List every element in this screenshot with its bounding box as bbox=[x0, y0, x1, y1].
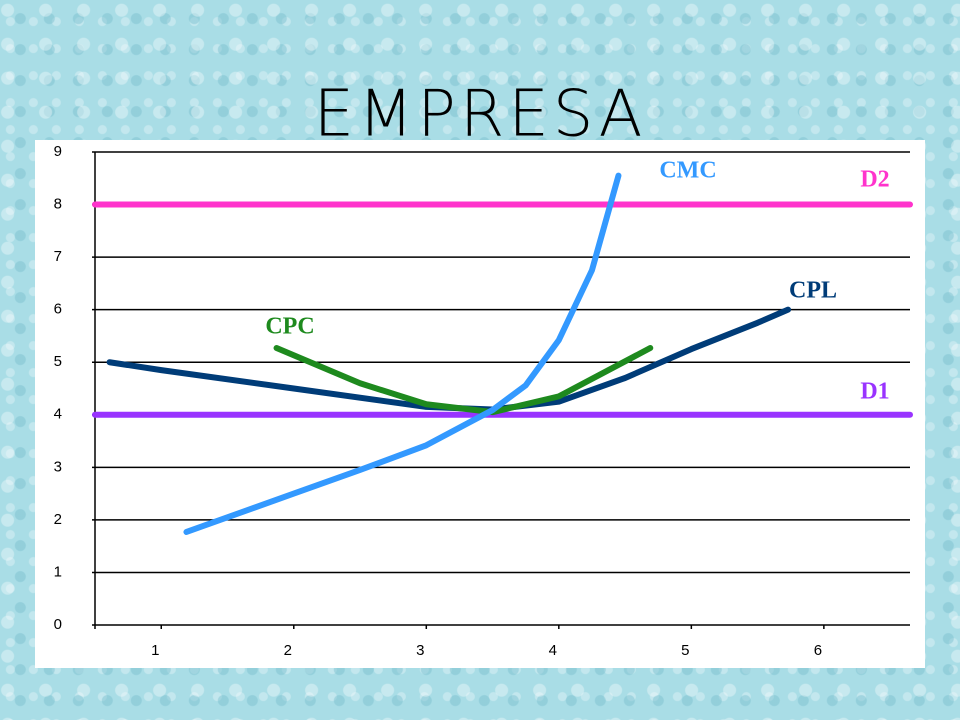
y-tick-label: 7 bbox=[54, 248, 62, 265]
y-tick-label: 6 bbox=[54, 301, 62, 318]
y-tick-label: 9 bbox=[54, 143, 62, 160]
chart-panel bbox=[35, 140, 925, 668]
chart-title: EMPRESA bbox=[314, 78, 647, 152]
y-tick-label: 2 bbox=[54, 511, 62, 528]
x-tick-label: 2 bbox=[284, 642, 292, 659]
series-label: D1 bbox=[860, 379, 889, 405]
line-series bbox=[273, 345, 654, 416]
y-tick-label: 1 bbox=[54, 563, 62, 580]
series-label: CPL bbox=[789, 278, 837, 304]
x-tick-label: 6 bbox=[814, 642, 822, 659]
y-tick-label: 3 bbox=[54, 458, 62, 475]
x-tick-label: 3 bbox=[416, 642, 424, 659]
series-label: CPC bbox=[265, 314, 314, 340]
series-label: D2 bbox=[860, 167, 889, 193]
x-tick-label: 5 bbox=[681, 642, 689, 659]
x-tick-label: 1 bbox=[151, 642, 159, 659]
y-tick-label: 4 bbox=[54, 406, 62, 423]
x-tick-label: 4 bbox=[549, 642, 557, 659]
y-tick-label: 5 bbox=[54, 353, 62, 370]
y-tick-label: 8 bbox=[54, 196, 62, 213]
series-label: CMC bbox=[659, 158, 716, 184]
line-series bbox=[183, 172, 622, 535]
y-tick-label: 0 bbox=[54, 616, 62, 633]
